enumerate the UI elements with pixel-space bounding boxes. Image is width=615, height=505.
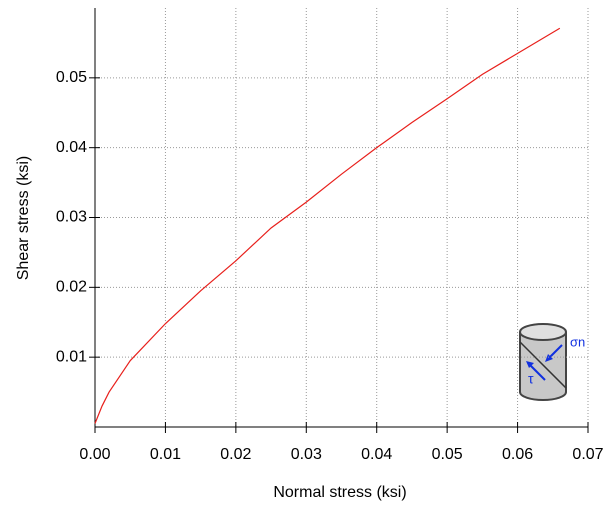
icon-label: σn	[570, 334, 585, 349]
data-line	[94, 27, 561, 424]
x-tick-label: 0.05	[432, 446, 463, 463]
y-tick-label: 0.01	[56, 348, 87, 365]
y-tick-label: 0.02	[56, 279, 87, 296]
y-tick-label: 0.03	[56, 209, 87, 226]
icon-label: τ	[528, 371, 534, 387]
x-tick-label: 0.01	[150, 446, 181, 463]
x-tick-label: 0.03	[291, 446, 322, 463]
y-axis-label: Shear stress (ksi)	[15, 156, 32, 280]
x-tick-label: 0.07	[572, 446, 603, 463]
y-tick-label: 0.04	[56, 139, 87, 156]
x-tick-label: 0.00	[79, 446, 110, 463]
y-tick-label: 0.05	[56, 69, 87, 86]
x-tick-label: 0.04	[361, 446, 392, 463]
x-tick-label: 0.06	[502, 446, 533, 463]
x-axis-label: Normal stress (ksi)	[273, 484, 406, 501]
x-tick-label: 0.02	[220, 446, 251, 463]
stress-element-icon	[519, 323, 567, 401]
